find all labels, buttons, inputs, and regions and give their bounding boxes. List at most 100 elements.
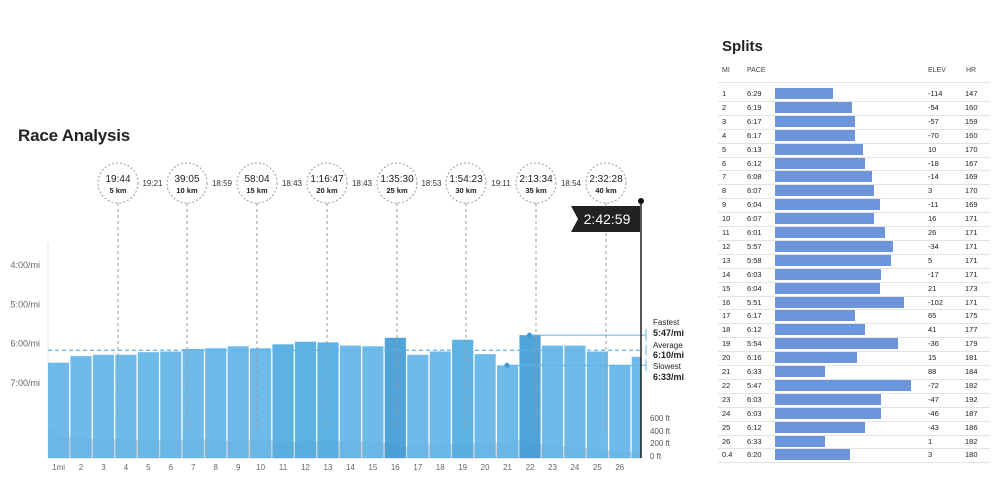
splits-row-divider [718, 198, 990, 200]
splits-cell-pace: 6:12 [747, 158, 762, 168]
splits-row[interactable]: 8 6:07 3 170 [710, 184, 1000, 198]
pace-bar[interactable]: Mile 15: 6:04 [362, 346, 384, 458]
splits-row[interactable]: 24 6:03 -46 187 [710, 407, 1000, 421]
pace-bar[interactable]: Mile 22: 5:47 [519, 335, 541, 458]
splits-row-divider [718, 420, 990, 422]
pace-bar[interactable]: Mile 9: 6:04 [227, 346, 249, 458]
split-marker-time: 2:32:28 [589, 174, 623, 185]
splits-cell-pace: 6:29 [747, 89, 762, 98]
splits-row[interactable]: 9 6:04 -11 169 [710, 198, 1000, 212]
splits-row[interactable]: 26 6:33 1 182 [710, 435, 1000, 449]
pace-bar[interactable]: Mile 5: 6:13 [137, 352, 159, 458]
splits-row[interactable]: 19 5:54 -36 179 [710, 337, 1000, 351]
splits-row[interactable]: 1 6:29 -114 147 [710, 87, 1000, 101]
pace-bar[interactable]: Mile 10: 6:07 [250, 348, 272, 458]
pace-bar[interactable]: Mile 26: 6:33 [609, 365, 631, 458]
splits-pace-bar [775, 240, 893, 252]
splits-cell-elevation: 16 [928, 214, 937, 224]
split-marker-time: 19:44 [105, 174, 130, 185]
splits-header-divider [718, 82, 990, 83]
splits-pace-bar [775, 393, 882, 405]
splits-cell-mile: 8 [722, 186, 727, 196]
splits-row[interactable]: 16 5:51 -102 171 [710, 296, 1000, 310]
splits-row[interactable]: 20 6:16 15 181 [710, 351, 1000, 365]
splits-row[interactable]: 25 6:12 -43 186 [710, 421, 1000, 435]
splits-cell-mile: 6 [722, 158, 727, 168]
pace-bar[interactable]: Mile 1mi: 6:29 [48, 362, 70, 458]
pace-bar[interactable]: Mile 21: 6:33 [497, 365, 519, 458]
x-tick-label: 18 [436, 463, 445, 472]
x-tick-label: 11 [279, 463, 288, 472]
pace-bar[interactable]: Mile 13: 5:58 [317, 342, 339, 458]
splits-row[interactable]: 4 6:17 -70 160 [710, 129, 1000, 143]
splits-row[interactable]: 23 6:03 -47 192 [710, 393, 1000, 407]
pace-bar[interactable]: Mile 8: 6:07 [205, 348, 227, 458]
splits-row[interactable]: 22 5:47 -72 182 [710, 379, 1000, 393]
splits-cell-elevation: 15 [928, 353, 937, 363]
splits-cell-hr: 171 [965, 214, 978, 224]
splits-cell-mile: 18 [722, 325, 731, 335]
pace-bar[interactable]: Mile 6: 6:12 [160, 351, 182, 458]
pace-bar[interactable]: Mile 25: 6:12 [586, 351, 608, 458]
split-marker-time: 1:35:30 [380, 174, 414, 185]
splits-row[interactable]: 18 6:12 41 177 [710, 323, 1000, 337]
splits-row[interactable]: 10 6:07 16 171 [710, 212, 1000, 226]
splits-cell-elevation: -43 [928, 422, 939, 432]
splits-cell-mile: 3 [722, 116, 727, 126]
pace-bar[interactable]: Mile 23: 6:03 [541, 345, 564, 458]
x-tick-label: 24 [570, 463, 579, 472]
pace-bar[interactable]: Mile 11: 6:01 [272, 344, 294, 458]
splits-cell-mile: 7 [722, 172, 727, 182]
splits-row[interactable]: 11 6:01 26 171 [710, 226, 1000, 240]
splits-cell-mile: 15 [722, 283, 731, 293]
splits-row[interactable]: 13 5:58 5 171 [710, 254, 1000, 268]
x-tick-label: 20 [481, 463, 490, 472]
pace-bar[interactable]: Mile 16: 5:51 [384, 337, 406, 458]
splits-cell-pace: 6:12 [747, 325, 762, 335]
pace-bar[interactable]: Mile final: 6:20 [631, 356, 641, 458]
split-segment-time: 19:21 [142, 179, 163, 188]
splits-row-divider [718, 378, 990, 380]
splits-cell-pace: 5:58 [747, 255, 762, 265]
splits-row[interactable]: 7 6:08 -14 169 [710, 170, 1000, 184]
pace-bar[interactable]: Mile 2: 6:19 [70, 356, 92, 458]
splits-row[interactable]: 15 6:04 21 173 [710, 282, 1000, 296]
splits-cell-hr: 170 [965, 144, 978, 154]
pace-bar[interactable]: Mile 17: 6:17 [407, 354, 429, 458]
splits-cell-mile: 5 [722, 144, 727, 154]
splits-row[interactable]: 12 5:57 -34 171 [710, 240, 1000, 254]
splits-row[interactable]: 17 6:17 65 175 [710, 309, 1000, 323]
splits-cell-elevation: 3 [928, 186, 933, 196]
splits-cell-hr: 184 [965, 367, 978, 376]
pace-bar[interactable]: Mile 20: 6:16 [474, 354, 496, 458]
pace-bar[interactable]: Mile 3: 6:17 [92, 354, 115, 458]
splits-row[interactable]: 21 6:33 88 184 [710, 365, 1000, 379]
pace-bar[interactable]: Mile 24: 6:03 [564, 345, 586, 458]
split-marker-5km[interactable]: 19:445 km [97, 162, 139, 430]
pace-bar[interactable]: Mile 14: 6:03 [339, 345, 361, 458]
finish-flag-tip [638, 198, 644, 204]
splits-row[interactable]: 5 6:13 10 170 [710, 143, 1000, 157]
splits-pace-bar [775, 129, 856, 141]
splits-cell-hr: 147 [965, 89, 978, 98]
pace-bar[interactable]: Mile 12: 5:57 [294, 341, 317, 458]
pace-bar[interactable]: Mile 7: 6:08 [182, 348, 204, 458]
splits-cell-hr: 187 [965, 408, 978, 418]
pace-bar[interactable]: Mile 19: 5:54 [452, 339, 474, 458]
splits-cell-elevation: -114 [928, 89, 943, 98]
pace-bar[interactable]: Mile 4: 6:17 [115, 354, 137, 458]
splits-pace-bar [775, 407, 882, 419]
pace-bar[interactable]: Mile 18: 6:12 [429, 351, 451, 458]
splits-row[interactable]: 0.4 6:20 3 180 [710, 448, 1000, 462]
splits-row[interactable]: 3 6:17 -57 159 [710, 115, 1000, 129]
splits-row[interactable]: 14 6:03 -17 171 [710, 268, 1000, 282]
splits-row[interactable]: 6 6:12 -18 167 [710, 157, 1000, 171]
splits-row[interactable]: 2 6:19 -54 160 [710, 101, 1000, 115]
